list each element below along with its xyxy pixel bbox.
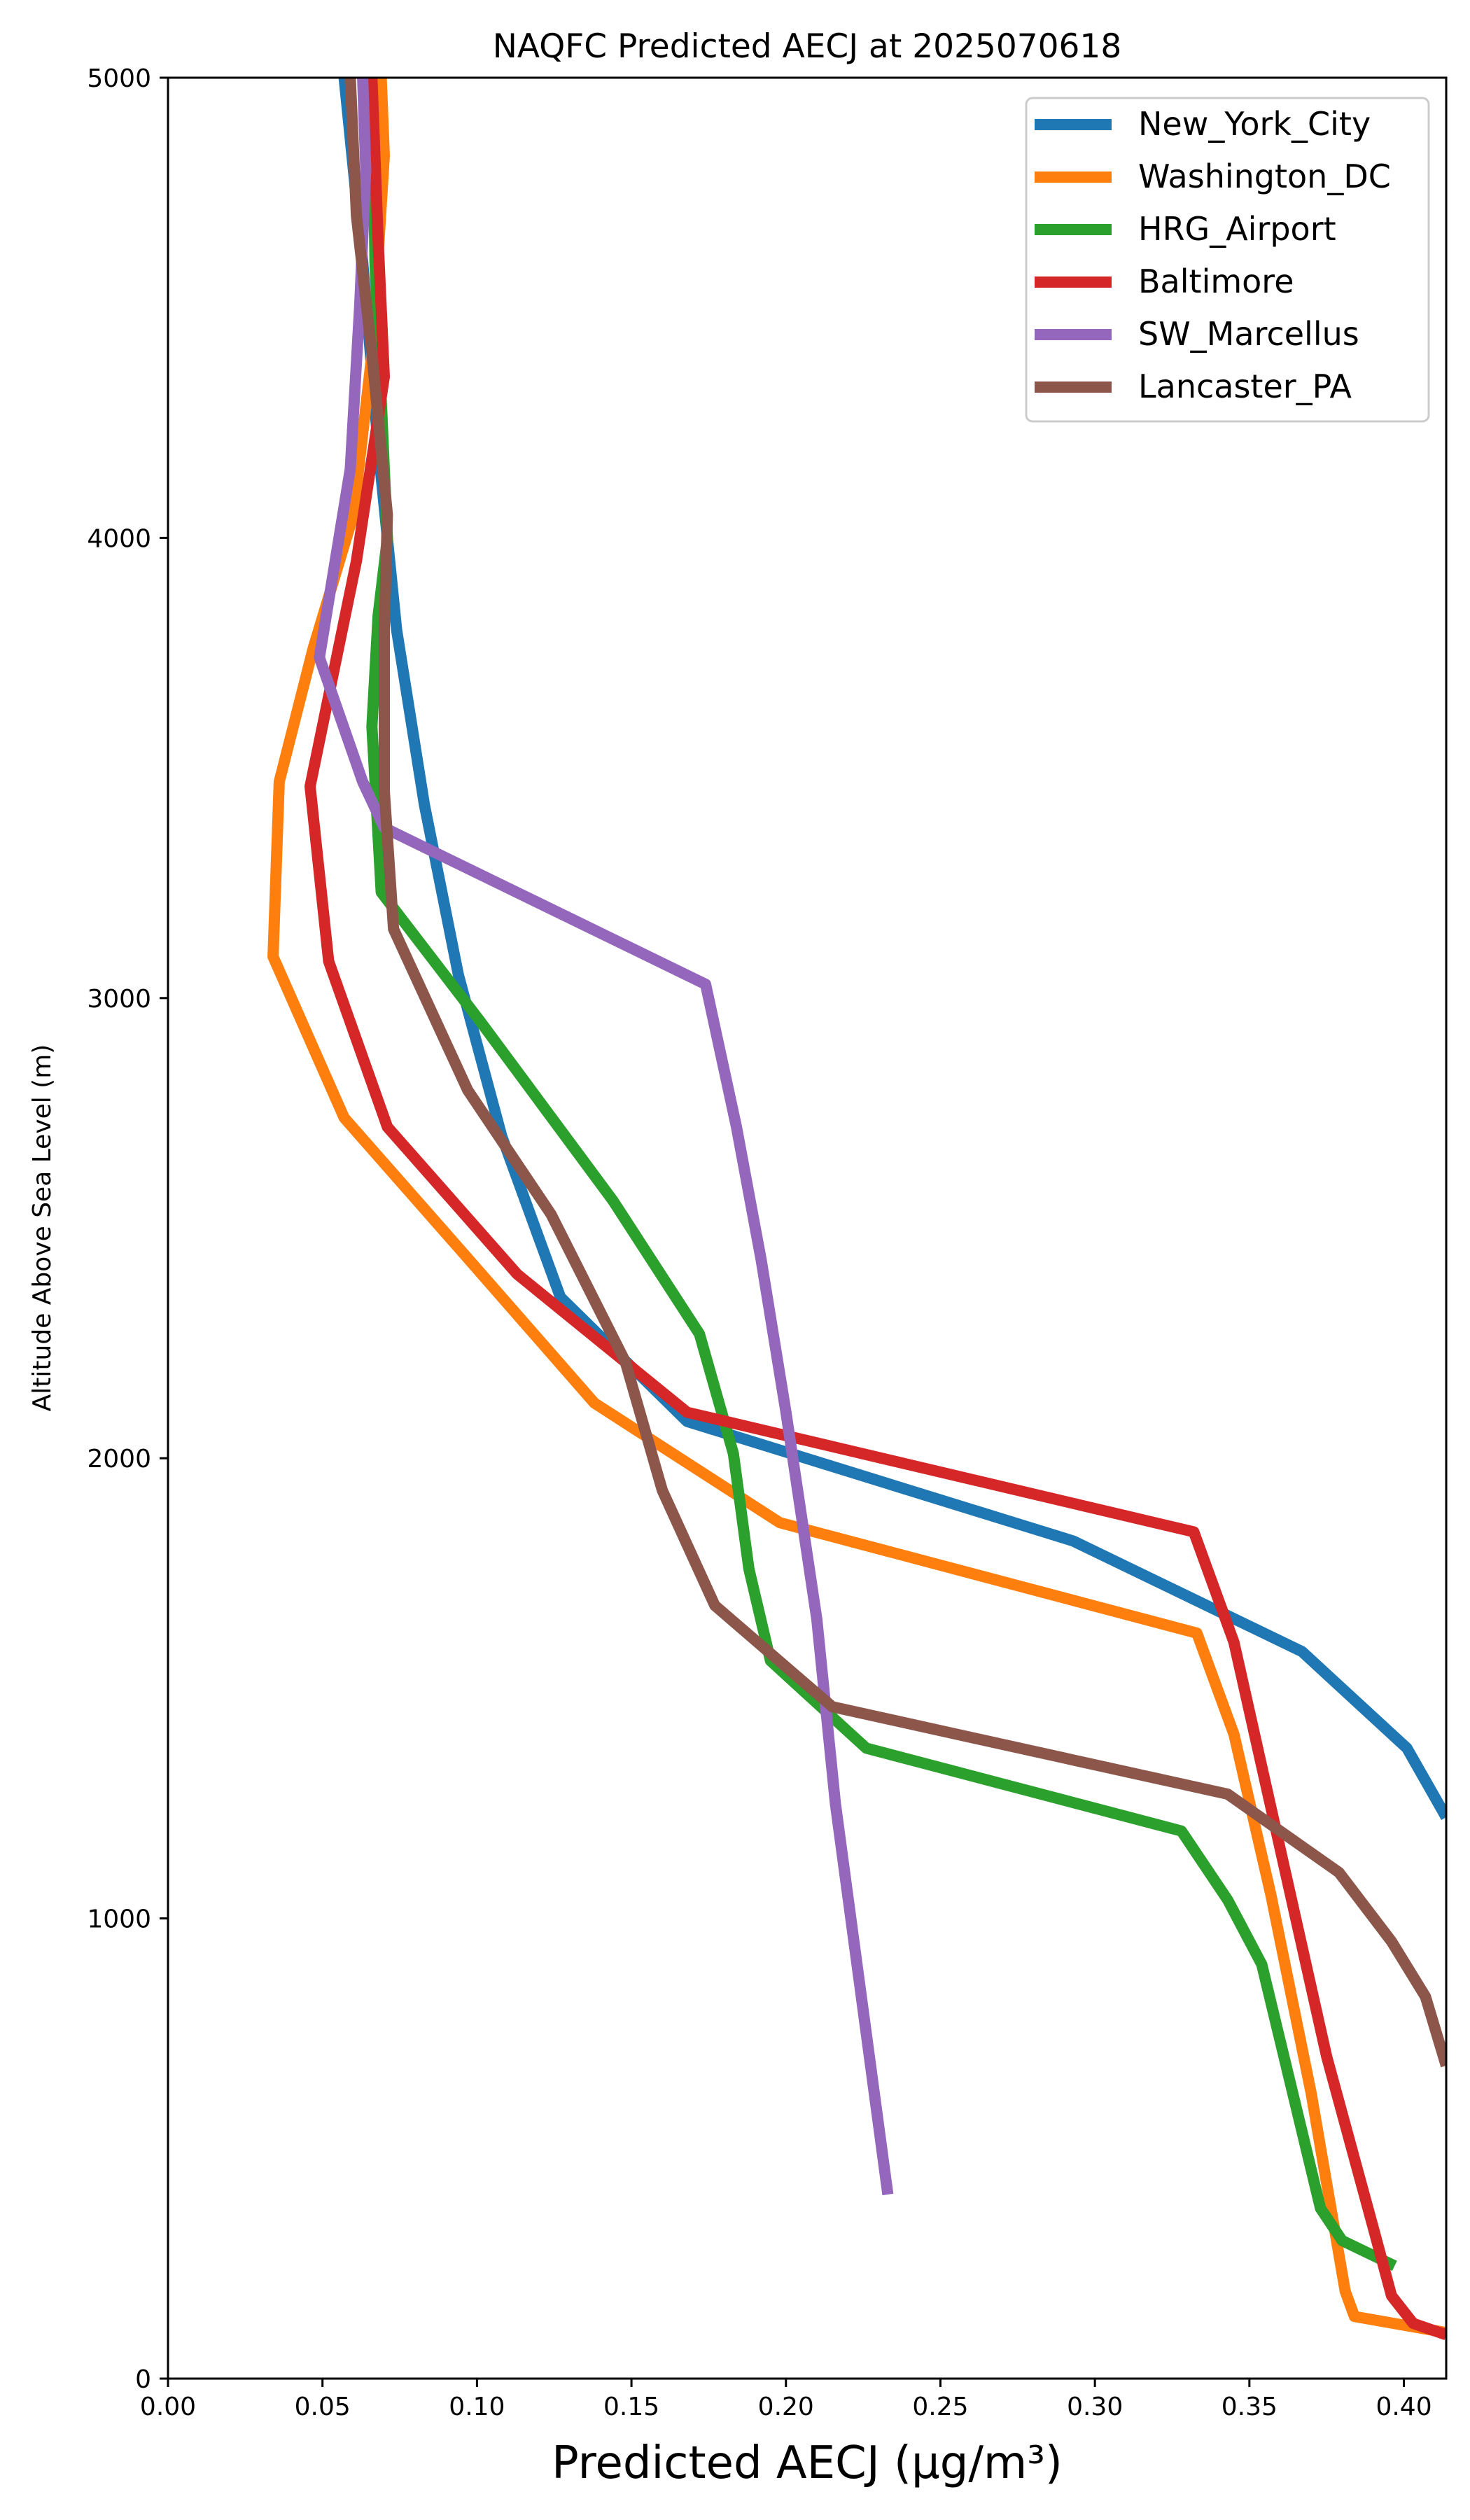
x-tick-label: 0.00: [140, 2393, 196, 2421]
x-tick-label: 0.20: [758, 2393, 814, 2421]
y-tick-label: 0: [135, 2365, 151, 2394]
chart-title: NAQFC Predicted AECJ at 2025070618: [493, 27, 1122, 66]
y-axis: 0 1000 2000 3000 4000 5000: [87, 64, 168, 2394]
y-tick-label: 1000: [87, 1905, 151, 1934]
legend-label: SW_Marcellus: [1138, 315, 1359, 353]
legend: New_York_City Washington_DC HRG_Airport Bal…: [1025, 97, 1430, 423]
x-tick-label: 0.35: [1222, 2393, 1278, 2421]
x-axis: 0.00 0.05 0.10 0.15 0.20 0.25 0.30 0.35 0.40: [140, 2379, 1432, 2421]
y-tick-label: 3000: [87, 985, 151, 1014]
legend-frame: [1025, 97, 1430, 423]
series-layer: [267, 78, 1446, 2341]
series-line-sw-marcellus: [314, 78, 894, 2196]
legend-label: Baltimore: [1138, 262, 1294, 300]
legend-label: New_York_City: [1138, 105, 1371, 143]
legend-label: Lancaster_PA: [1138, 368, 1352, 405]
series-line-baltimore: [304, 78, 1446, 2341]
y-axis-label: Altitude Above Sea Level (m): [28, 1044, 57, 1412]
x-tick-label: 0.10: [449, 2393, 505, 2421]
x-tick-label: 0.30: [1067, 2393, 1123, 2421]
legend-label: Washington_DC: [1138, 158, 1391, 195]
x-tick-label: 0.05: [295, 2393, 351, 2421]
y-tick-label: 2000: [87, 1445, 151, 1474]
plot-frame: [167, 76, 1448, 2380]
y-tick-label: 5000: [87, 64, 151, 93]
x-axis-label: Predicted AECJ (μg/m³): [552, 2437, 1063, 2489]
legend-label: HRG_Airport: [1138, 210, 1336, 248]
series-line-lancaster-pa: [344, 78, 1446, 2068]
x-tick-label: 0.15: [603, 2393, 659, 2421]
x-tick-label: 0.25: [912, 2393, 968, 2421]
series-line-washington-dc: [267, 78, 1446, 2339]
y-tick-label: 4000: [87, 524, 151, 553]
x-tick-label: 0.40: [1376, 2393, 1432, 2421]
